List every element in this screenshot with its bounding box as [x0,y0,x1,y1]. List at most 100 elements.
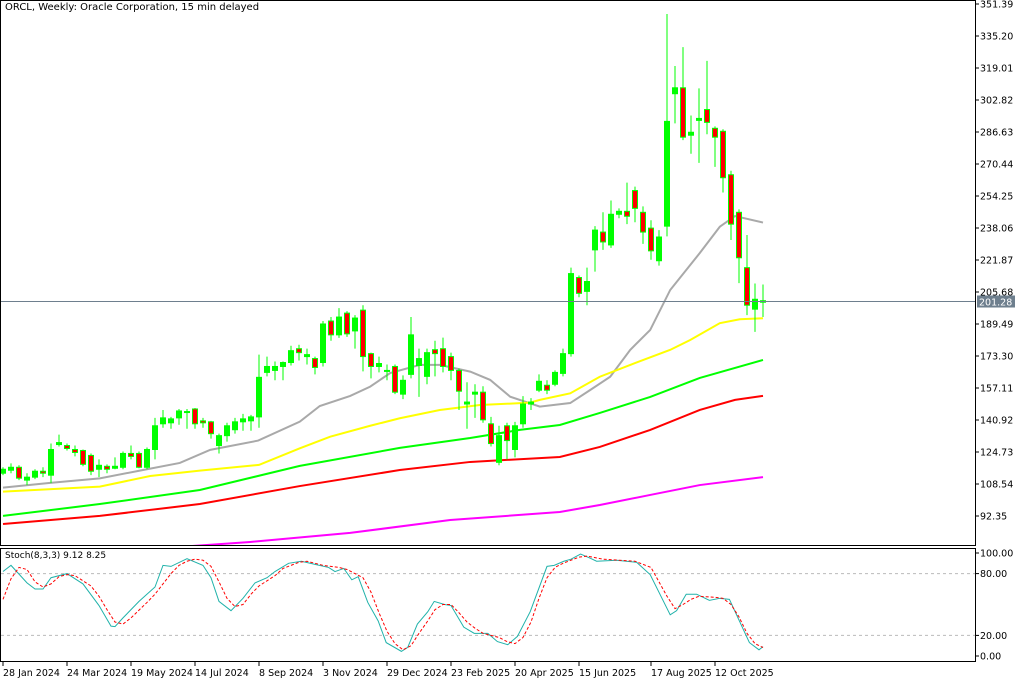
bearish-candle [648,227,654,252]
moving-average-line [179,476,764,548]
bullish-candle [416,358,422,366]
bullish-candle [528,401,534,405]
bullish-candle [304,354,310,358]
bearish-candle [712,127,718,138]
bearish-candle [456,369,462,392]
bullish-candle [112,465,118,469]
y-tick-label: 92.35 [980,512,1007,523]
bullish-candle [696,117,702,121]
bearish-candle [328,320,334,336]
bearish-candle [88,454,94,472]
main-panel-frame [0,0,976,546]
bullish-candle [592,229,598,251]
bearish-candle [312,358,318,368]
bullish-candle [264,365,270,373]
y-tick-label: 108.54 [980,480,1013,491]
bullish-candle [472,391,478,395]
bullish-candle [672,87,678,95]
bullish-candle [240,418,246,423]
moving-average-line [2,394,764,526]
stochastic-y-tick-label: 0.00 [980,652,1001,663]
bullish-candle [24,476,30,481]
bullish-candle [424,352,430,377]
current-price-badge [977,295,1015,308]
bullish-candle [280,362,286,367]
bullish-candle [320,323,326,364]
bearish-candle [680,87,686,138]
y-tick-label: 254.25 [980,192,1013,203]
x-tick-label: 23 Feb 2025 [451,668,510,679]
bullish-candle [160,417,166,425]
bearish-candle [200,420,206,424]
y-tick-label: 221.87 [980,256,1013,267]
bearish-candle [360,309,366,358]
y-tick-label: 302.82 [980,96,1013,107]
bearish-candle [744,267,750,306]
y-tick-label: 173.30 [980,352,1013,363]
bullish-candle [232,421,238,431]
stochastic-panel-frame [0,548,976,662]
bullish-candle [552,371,558,385]
bearish-candle [16,466,22,479]
bullish-candle [608,213,614,246]
stochastic-y-tick-label: 80.00 [980,569,1007,580]
bullish-candle [216,435,222,447]
bullish-candle [144,448,150,468]
bearish-candle [104,465,110,470]
bullish-candle [224,425,230,437]
x-tick-label: 28 Jan 2024 [3,668,60,679]
chart-title: ORCL, Weekly: Oracle Corporation, 15 min… [5,2,260,13]
bearish-candle [544,384,550,391]
bullish-candle [512,425,518,450]
bearish-candle [632,190,638,209]
panel-gap [0,546,975,548]
x-tick-label: 15 Jun 2025 [579,668,636,679]
bearish-candle [344,312,350,335]
y-tick-label: 157.11 [980,384,1013,395]
bullish-candle [0,468,6,474]
bullish-candle [152,425,158,450]
bullish-candle [616,210,622,215]
y-tick-label: 270.44 [980,160,1013,171]
bearish-candle [504,425,510,442]
bullish-candle [168,418,174,424]
y-tick-label: 189.49 [980,320,1013,331]
bearish-candle [488,423,494,445]
current-price-label: 201.28 [979,298,1012,309]
bearish-candle [64,445,70,450]
bullish-candle [376,363,382,367]
bullish-candle [56,442,62,446]
bullish-candle [400,379,406,395]
bullish-candle [656,236,662,262]
x-tick-label: 17 Aug 2025 [651,668,712,679]
bearish-candle [192,408,198,425]
bearish-candle [128,452,134,457]
bullish-candle [560,353,566,374]
x-tick-label: 3 Nov 2024 [323,668,378,679]
bullish-candle [32,470,38,478]
bullish-candle [248,416,254,422]
bearish-candle [480,391,486,421]
y-tick-label: 140.92 [980,416,1013,427]
bullish-candle [288,350,294,364]
bearish-candle [624,210,630,217]
stochastic-main-line [2,553,764,652]
stochastic-y-tick-label: 20.00 [980,631,1007,642]
bearish-candle [736,211,742,259]
bearish-candle [720,130,726,179]
bearish-candle [80,449,86,465]
bullish-candle [176,410,182,419]
bullish-candle [96,464,102,470]
x-tick-label: 12 Oct 2025 [715,668,774,679]
bullish-candle [464,401,470,405]
y-tick-label: 124.73 [980,448,1013,459]
moving-average-line [2,317,764,493]
bullish-candle [688,131,694,136]
y-tick-label: 351.39 [980,0,1013,11]
x-tick-label: 29 Dec 2024 [387,668,448,679]
bullish-candle [256,376,262,418]
bullish-candle [584,280,590,292]
bullish-candle [752,298,758,310]
